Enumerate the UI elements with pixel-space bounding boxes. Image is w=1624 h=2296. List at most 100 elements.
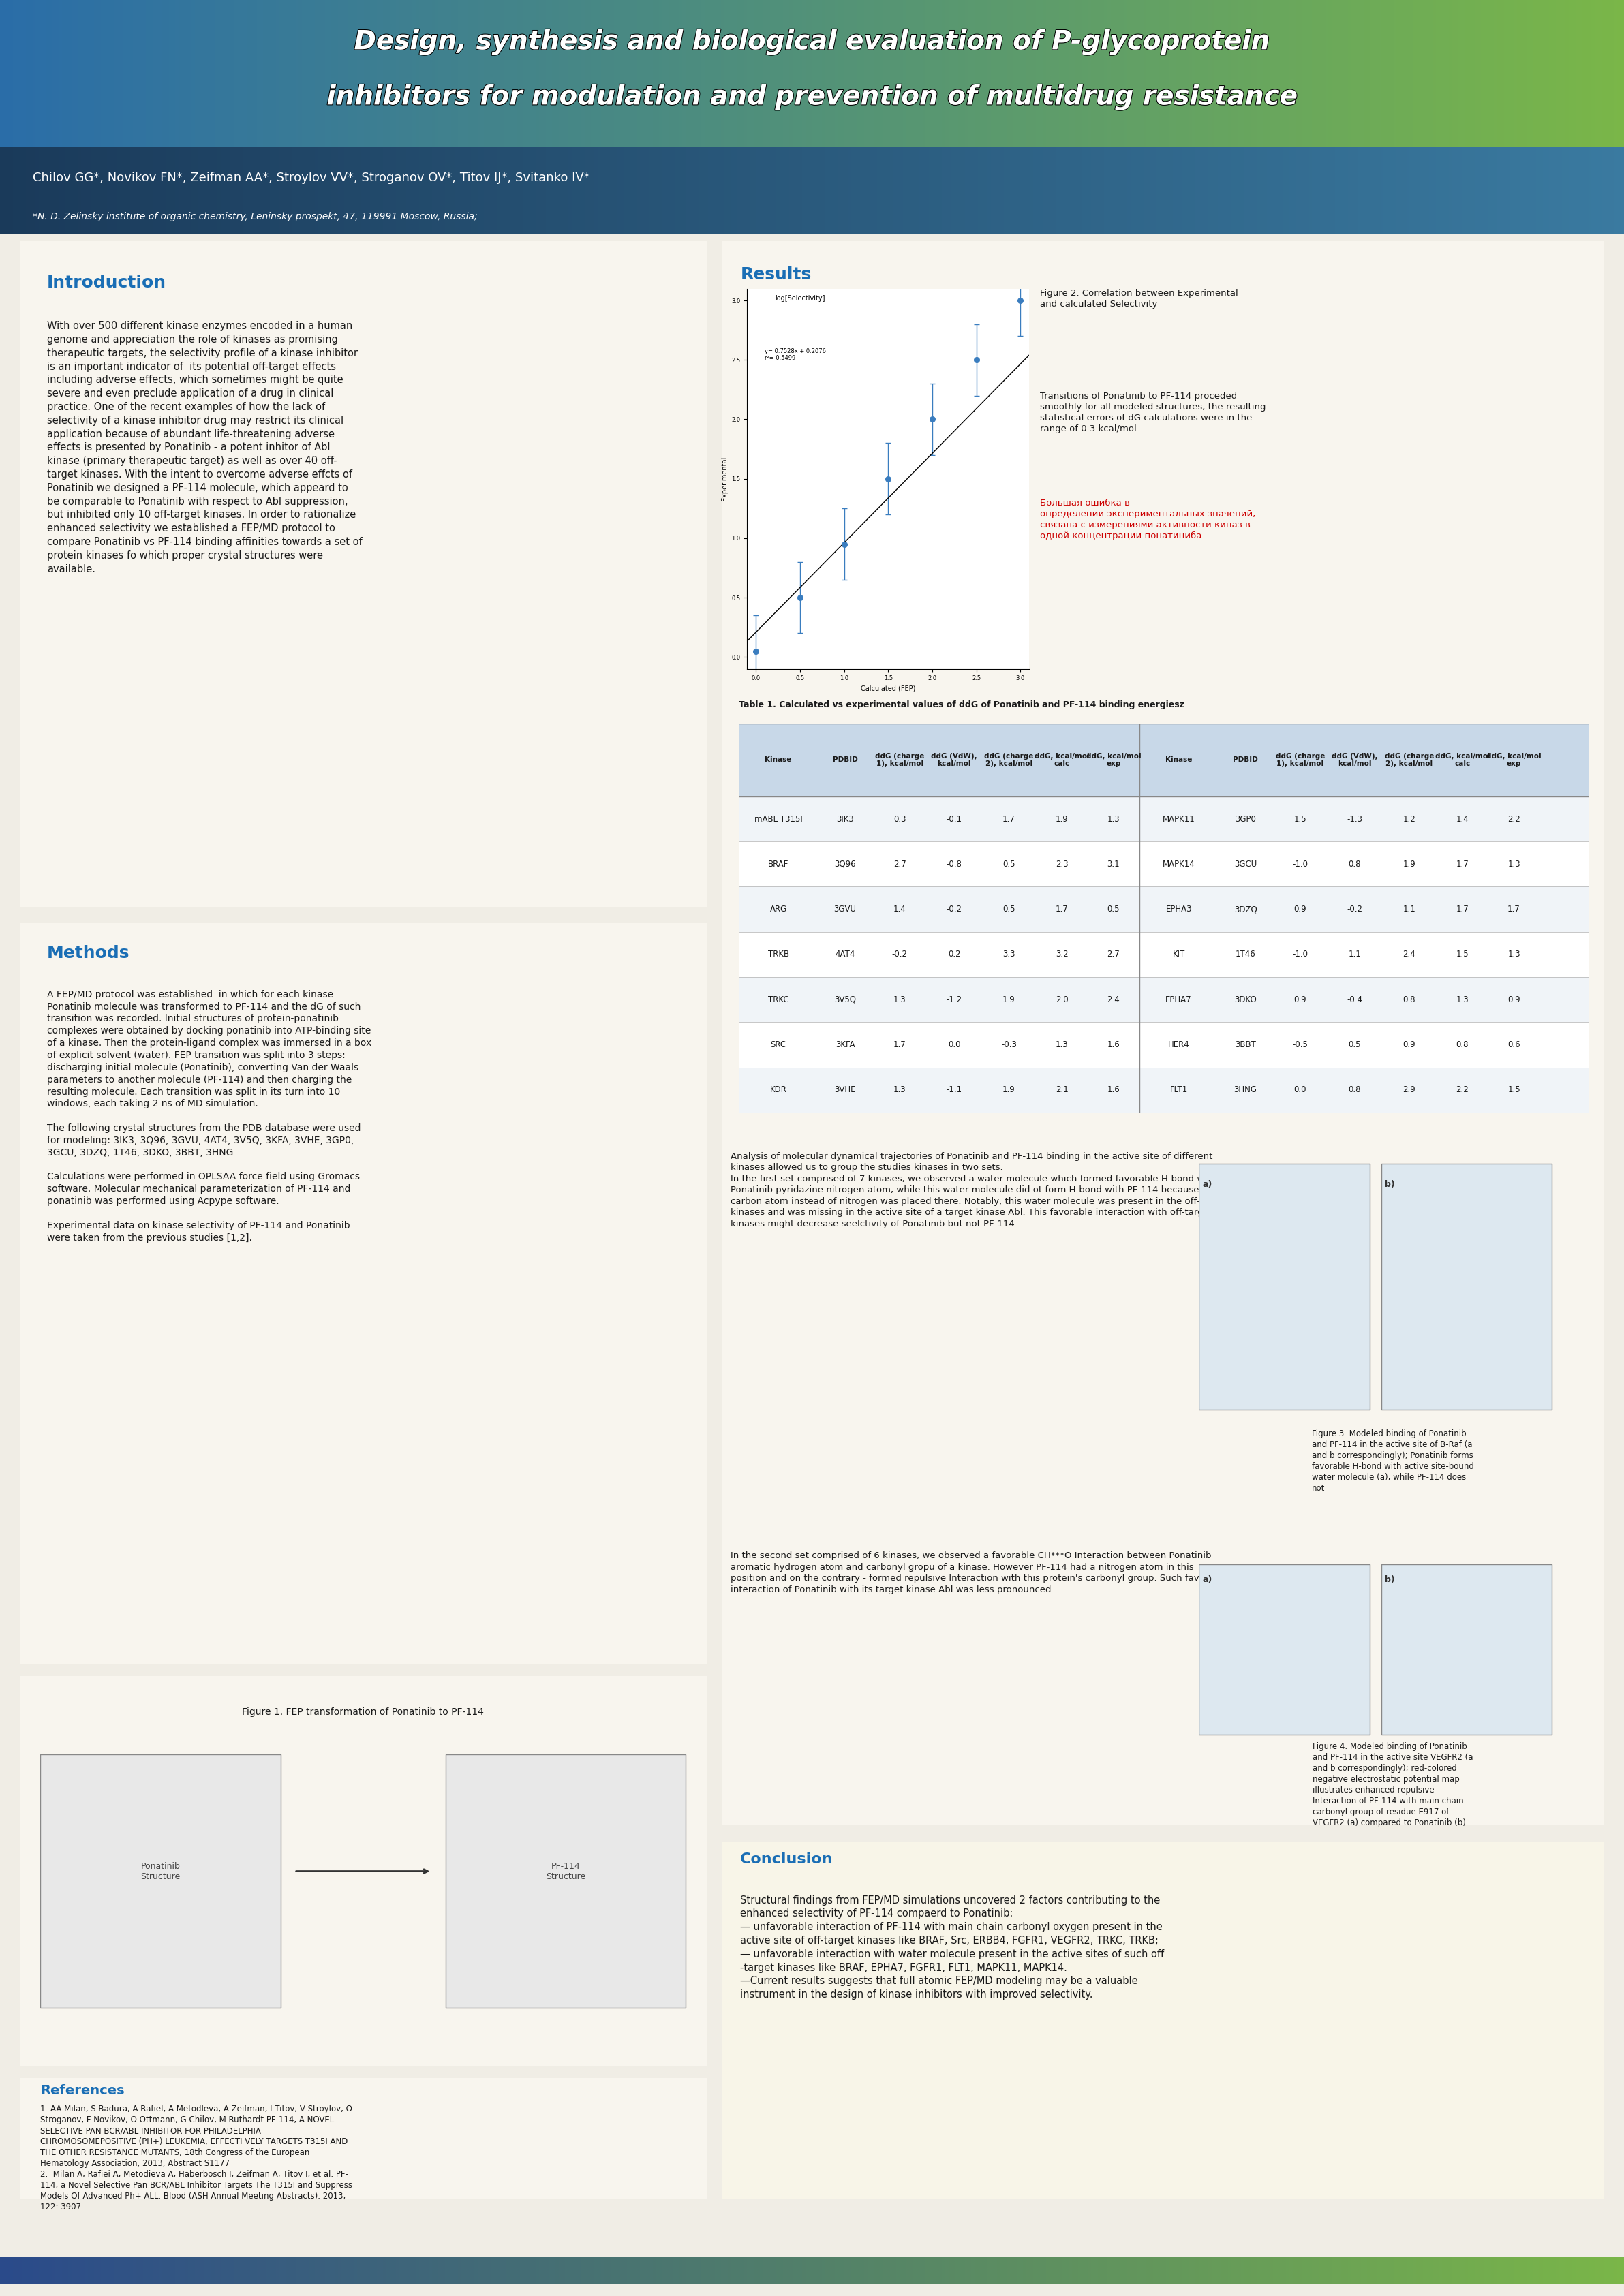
Bar	[809, 0, 812, 149]
Bar	[789, 0, 793, 149]
Bar	[604, 147, 607, 234]
Bar	[513, 2257, 516, 2285]
Bar	[945, 2257, 948, 2285]
Bar	[263, 147, 266, 234]
Bar	[685, 147, 689, 234]
Bar	[585, 147, 588, 234]
Bar	[1332, 2257, 1335, 2285]
Bar	[971, 0, 974, 149]
Bar	[1241, 147, 1244, 234]
Bar	[0, 0, 3, 149]
Bar	[935, 147, 939, 234]
Text: Results: Results	[741, 266, 812, 282]
Bar	[1413, 147, 1416, 234]
Bar	[140, 147, 143, 234]
Bar	[140, 2257, 143, 2285]
Bar	[669, 2257, 672, 2285]
Bar	[903, 147, 906, 234]
Bar	[1052, 147, 1056, 234]
Bar	[780, 147, 783, 234]
Bar	[10, 2257, 13, 2285]
Bar	[831, 147, 835, 234]
Bar	[760, 0, 763, 149]
Bar	[1033, 2257, 1036, 2285]
Bar	[1361, 0, 1364, 149]
Bar	[55, 0, 58, 149]
Bar	[1497, 147, 1501, 234]
Bar	[1056, 0, 1059, 149]
Bar	[52, 147, 55, 234]
Text: 3HNG: 3HNG	[1234, 1086, 1257, 1095]
Bar	[896, 147, 900, 234]
Bar	[419, 2257, 422, 2285]
Bar	[809, 2257, 812, 2285]
Bar	[75, 2257, 78, 2285]
Bar	[1293, 2257, 1296, 2285]
Bar	[419, 147, 422, 234]
Text: 1.4: 1.4	[893, 905, 906, 914]
Bar	[546, 2257, 549, 2285]
Bar	[1442, 147, 1445, 234]
Bar	[1134, 2257, 1137, 2285]
Bar	[370, 147, 374, 234]
Bar	[162, 0, 166, 149]
Bar	[227, 147, 231, 234]
Bar	[1514, 2257, 1517, 2285]
Bar	[1166, 0, 1169, 149]
Bar	[646, 0, 650, 149]
Bar	[97, 2257, 101, 2285]
Bar	[659, 2257, 663, 2285]
Bar	[1085, 147, 1088, 234]
Bar	[390, 147, 393, 234]
Bar	[1069, 0, 1072, 149]
Bar	[1481, 2257, 1484, 2285]
Bar	[1475, 147, 1478, 234]
Bar	[650, 2257, 653, 2285]
Bar	[383, 147, 387, 234]
Bar	[403, 147, 406, 234]
Bar	[643, 0, 646, 149]
Bar	[822, 0, 825, 149]
Bar	[250, 2257, 253, 2285]
Bar	[835, 147, 838, 234]
Bar	[1130, 147, 1134, 234]
Bar	[1410, 2257, 1413, 2285]
Bar	[1416, 147, 1419, 234]
Bar	[1241, 0, 1244, 149]
Bar	[643, 2257, 646, 2285]
Bar	[1046, 2257, 1049, 2285]
Bar	[468, 147, 471, 234]
Bar	[685, 0, 689, 149]
Bar	[1163, 0, 1166, 149]
Bar	[955, 2257, 958, 2285]
Bar	[58, 0, 62, 149]
Bar	[1397, 2257, 1400, 2285]
Bar	[1595, 147, 1598, 234]
Bar	[533, 2257, 536, 2285]
Bar	[211, 2257, 214, 2285]
Bar	[1419, 2257, 1423, 2285]
Bar	[1143, 2257, 1147, 2285]
Bar	[1039, 2257, 1043, 2285]
Bar	[601, 147, 604, 234]
Bar	[1393, 0, 1397, 149]
Bar	[182, 147, 185, 234]
Bar	[458, 2257, 461, 2285]
Bar	[646, 147, 650, 234]
Bar	[110, 2257, 114, 2285]
Bar	[1026, 147, 1030, 234]
Bar	[1455, 0, 1458, 149]
Bar	[32, 2257, 36, 2285]
Text: -0.2: -0.2	[947, 905, 961, 914]
Bar	[497, 2257, 500, 2285]
Bar	[793, 147, 796, 234]
Bar	[1595, 0, 1598, 149]
X-axis label: Calculated (FEP): Calculated (FEP)	[861, 687, 916, 691]
Text: ddG (charge
1), kcal/mol: ddG (charge 1), kcal/mol	[875, 753, 924, 767]
Bar	[682, 0, 685, 149]
Bar	[1445, 147, 1449, 234]
Bar	[364, 147, 367, 234]
Bar	[500, 0, 503, 149]
Bar	[1572, 2257, 1575, 2285]
Bar	[104, 2257, 107, 2285]
